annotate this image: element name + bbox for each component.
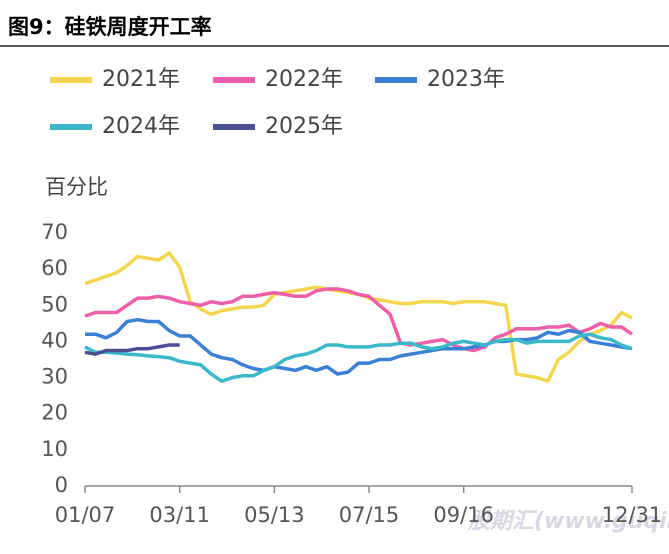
- legend-label: 2025年: [265, 114, 343, 139]
- series-line: [84, 332, 633, 383]
- y-axis-label: 百分比: [45, 175, 108, 199]
- y-tick-label: 0: [55, 473, 68, 497]
- y-tick-label: 60: [41, 256, 68, 280]
- y-tick-label: 50: [41, 292, 68, 316]
- y-tick-label: 70: [41, 220, 68, 244]
- series-line: [84, 343, 180, 356]
- x-tick-label: 03/11: [149, 503, 210, 527]
- x-tick-label: 01/07: [55, 503, 116, 527]
- series-line: [85, 317, 633, 376]
- y-tick-label: 30: [41, 365, 68, 389]
- chart-title: 图9：硅铁周度开工率: [8, 15, 212, 39]
- x-tick-label: 07/15: [339, 503, 400, 527]
- y-tick-label: 10: [41, 437, 68, 461]
- legend-label: 2022年: [265, 67, 343, 92]
- x-tick-label: 12/31: [602, 503, 663, 527]
- series-line: [84, 287, 633, 353]
- x-tick-label: 05/13: [244, 503, 305, 527]
- watermark: 股期汇(www.guqihui.cn): [467, 509, 669, 534]
- legend-label: 2021年: [102, 67, 180, 92]
- x-tick-label: 09/16: [433, 503, 494, 527]
- legend-label: 2024年: [102, 114, 180, 139]
- y-tick-label: 40: [41, 328, 68, 352]
- legend-label: 2023年: [427, 67, 505, 92]
- y-tick-label: 20: [41, 401, 68, 425]
